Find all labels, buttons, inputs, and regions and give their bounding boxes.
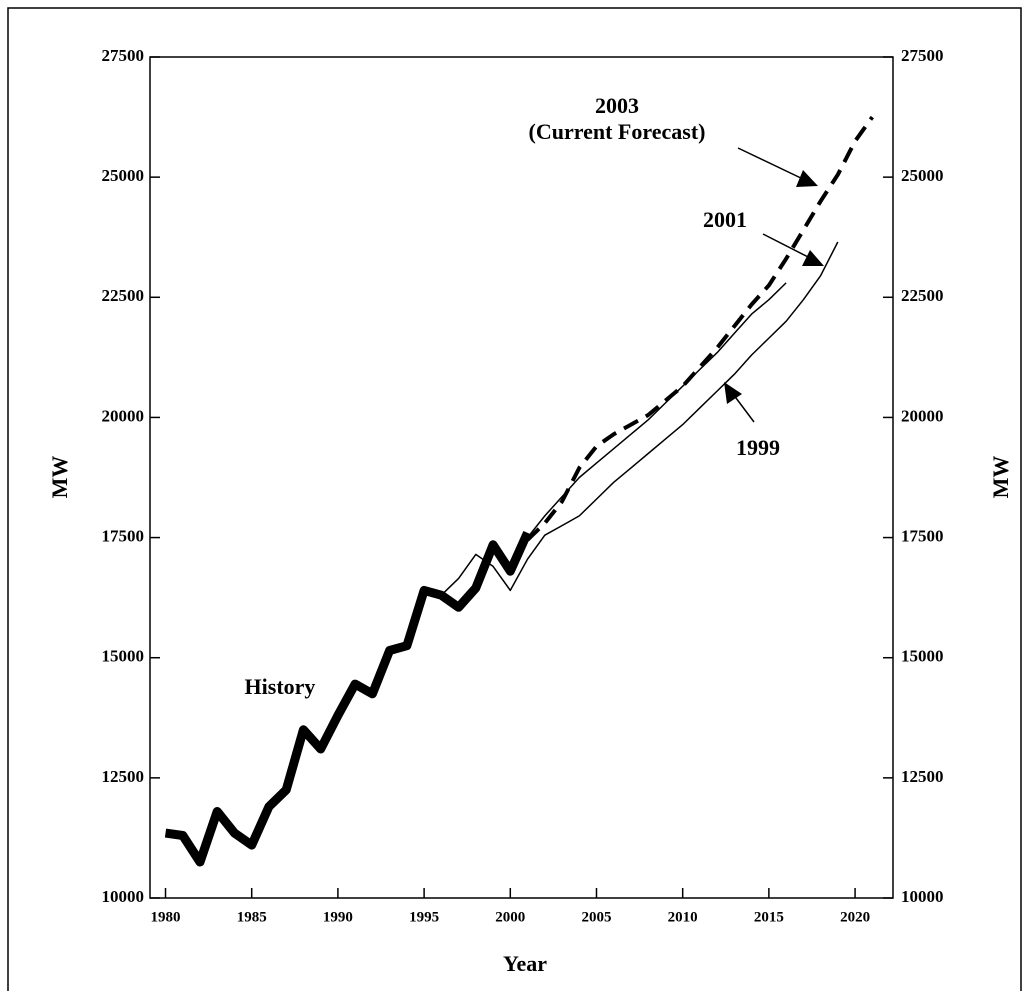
x-tick-label: 2020 xyxy=(840,909,870,925)
x-tick-label: 2010 xyxy=(668,909,698,925)
arrowheads xyxy=(724,170,824,404)
x-tick-label: 2000 xyxy=(495,909,525,925)
y-tick-label: 25000 xyxy=(102,166,145,185)
y2-axis-title: MW xyxy=(988,456,1013,499)
y2-tick-label: 12500 xyxy=(901,767,944,786)
y2-tick-label: 10000 xyxy=(901,887,944,906)
y-axis-title: MW xyxy=(47,456,72,499)
series-line xyxy=(164,530,532,867)
series-label: 2003 xyxy=(595,93,639,118)
x-tick-label: 1990 xyxy=(323,909,353,925)
y-tick-label: 22500 xyxy=(102,286,145,305)
y-tick-label: 27500 xyxy=(102,46,145,65)
plot-area xyxy=(149,56,894,899)
y-tick-label: 12500 xyxy=(102,767,145,786)
x-tick-label: 2005 xyxy=(581,909,611,925)
x-tick-label: 2015 xyxy=(754,909,784,925)
series-label: History xyxy=(245,674,316,699)
x-tick-label: 1995 xyxy=(409,909,439,925)
x-axis-title: Year xyxy=(503,951,547,976)
series-line xyxy=(526,115,874,542)
series-line xyxy=(440,241,839,596)
x-tick-label: 1980 xyxy=(151,909,181,925)
x-tick-label: 1985 xyxy=(237,909,267,925)
y2-tick-label: 15000 xyxy=(901,647,944,666)
y-tick-label: 17500 xyxy=(102,526,145,545)
y2-tick-label: 17500 xyxy=(901,526,944,545)
y2-tick-label: 20000 xyxy=(901,406,944,425)
series-label: 1999 xyxy=(736,435,780,460)
y2-tick-label: 27500 xyxy=(901,46,944,65)
series-annotation: (Current Forecast) xyxy=(529,119,706,144)
series-label: 2001 xyxy=(703,207,747,232)
y-tick-label: 10000 xyxy=(102,887,145,906)
y-tick-label: 15000 xyxy=(102,647,145,666)
y-tick-label: 20000 xyxy=(102,406,145,425)
y2-tick-label: 25000 xyxy=(901,166,944,185)
y2-tick-label: 22500 xyxy=(901,286,944,305)
frame xyxy=(7,7,1022,991)
